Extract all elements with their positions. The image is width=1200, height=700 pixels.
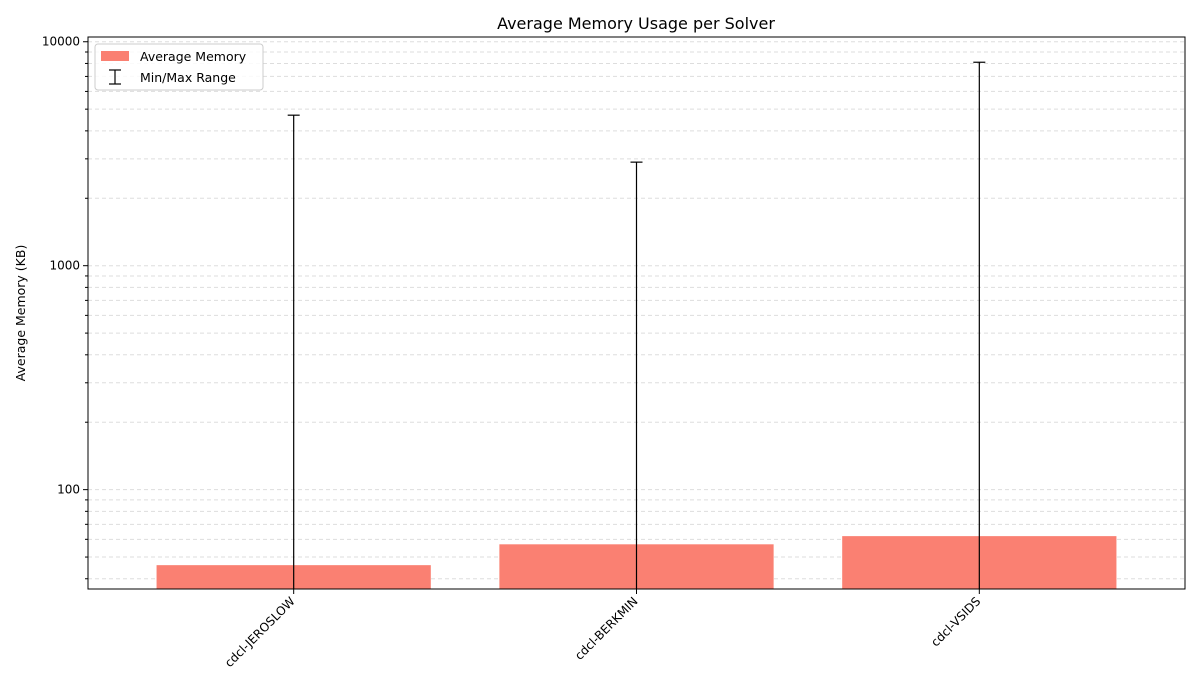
legend-swatch-min-max-range xyxy=(109,69,121,85)
legend-swatch-average-memory xyxy=(101,51,129,61)
y-tick-label: 1000 xyxy=(49,259,80,273)
y-axis-ticks: 100 1000 10000 xyxy=(42,35,88,580)
error-bar-layer xyxy=(287,61,986,589)
y-tick-label: 100 xyxy=(57,483,80,497)
chart-title: Average Memory Usage per Solver xyxy=(497,14,775,33)
legend-box xyxy=(94,43,264,91)
legend-label-average-memory: Average Memory xyxy=(140,49,247,64)
legend-label-min-max-range: Min/Max Range xyxy=(140,70,236,85)
y-tick-label: 10000 xyxy=(42,35,80,49)
y-axis-label: Average Memory (KB) xyxy=(13,245,28,382)
legend: Average Memory Min/Max Range xyxy=(94,43,264,91)
